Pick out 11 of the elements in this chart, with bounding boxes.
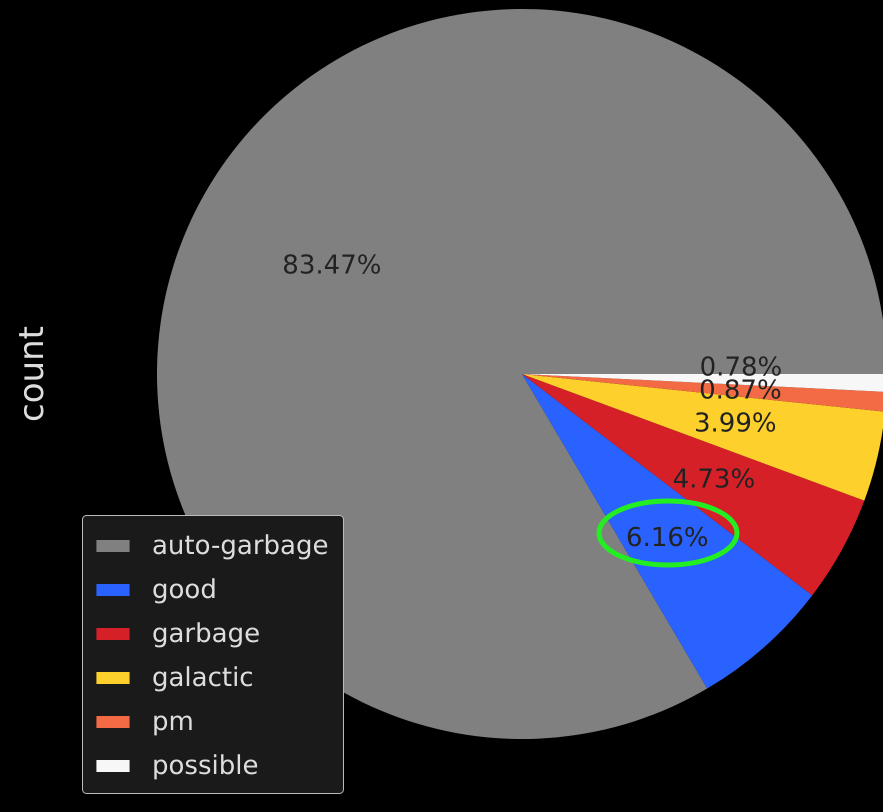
legend-label: pm [152, 707, 194, 737]
legend-label: auto-garbage [152, 531, 328, 561]
data-label: 3.99% [694, 408, 777, 439]
legend-label: possible [152, 751, 258, 781]
data-label: 6.16% [626, 522, 709, 553]
legend-label: garbage [152, 619, 260, 649]
data-label: 4.73% [672, 464, 756, 495]
legend-label: good [152, 575, 217, 605]
data-label: 83.47% [282, 250, 382, 280]
text: count [12, 326, 52, 422]
legend-label: galactic [152, 663, 254, 693]
